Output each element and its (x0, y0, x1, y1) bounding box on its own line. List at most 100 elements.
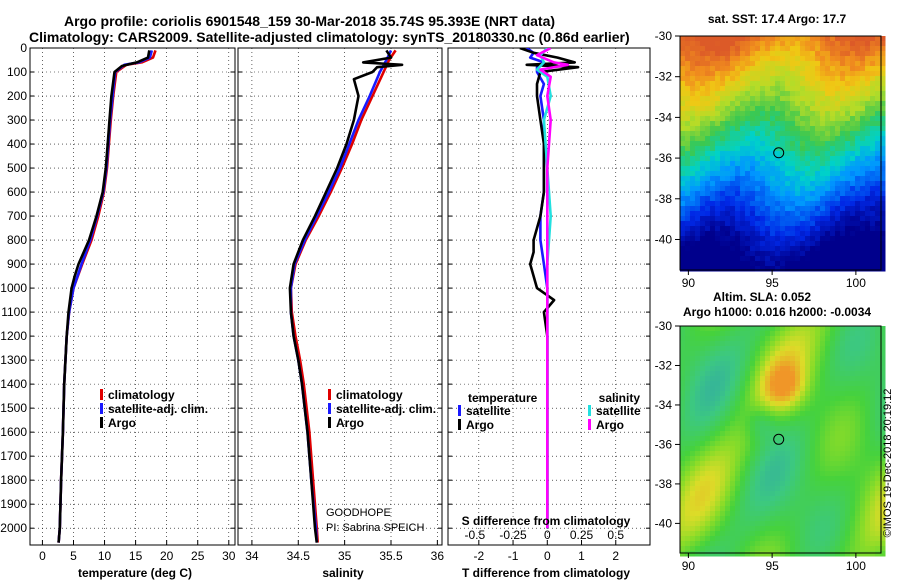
map-cell (680, 541, 686, 547)
map-cell (835, 511, 841, 517)
map-cell (880, 431, 886, 437)
map-cell (780, 126, 786, 132)
map-cell (825, 241, 831, 247)
y-tick-label: 1800 (0, 473, 27, 487)
map-cell (760, 231, 766, 237)
map-cell (725, 76, 731, 82)
map-cell (800, 331, 806, 337)
map-cell (770, 261, 776, 267)
map-cell (735, 461, 741, 467)
map-cell (825, 536, 831, 542)
map-cell (780, 131, 786, 137)
map-cell (725, 366, 731, 372)
map-cell (820, 121, 826, 127)
map-cell (710, 366, 716, 372)
map-cell (825, 486, 831, 492)
map-cell (730, 481, 736, 487)
map-cell (870, 511, 876, 517)
map-cell (875, 411, 881, 417)
map-cell (820, 466, 826, 472)
map-cell (800, 386, 806, 392)
map-cell (835, 451, 841, 457)
map-cell (745, 76, 751, 82)
map-cell (740, 371, 746, 377)
map-cell (735, 151, 741, 157)
map-cell (840, 36, 846, 42)
legend-swatch (100, 417, 103, 428)
map-cell (770, 96, 776, 102)
map-cell (725, 546, 731, 552)
map-cell (680, 201, 686, 207)
map-cell (745, 526, 751, 532)
map-cell (835, 391, 841, 397)
map-cell (860, 551, 866, 557)
map-cell (785, 261, 791, 267)
map-cell (775, 411, 781, 417)
map-cell (790, 421, 796, 427)
map-cell (775, 116, 781, 122)
map-cell (750, 336, 756, 342)
map-cell (865, 526, 871, 532)
map-cell (810, 111, 816, 117)
map-cell (785, 431, 791, 437)
map-cell (790, 496, 796, 502)
map-cell (805, 356, 811, 362)
map-cell (755, 401, 761, 407)
map-cell (825, 121, 831, 127)
map-cell (705, 431, 711, 437)
map-cell (860, 361, 866, 367)
map-cell (845, 331, 851, 337)
map-cell (830, 76, 836, 82)
map-cell (785, 51, 791, 57)
map-cell (795, 351, 801, 357)
map-cell (745, 151, 751, 157)
map-cell (830, 261, 836, 267)
map-cell (870, 476, 876, 482)
map-cell (745, 56, 751, 62)
map-cell (800, 526, 806, 532)
map-cell (740, 41, 746, 47)
map-cell (710, 186, 716, 192)
map-cell (720, 71, 726, 77)
map-cell (785, 476, 791, 482)
map-cell (810, 136, 816, 142)
map-cell (745, 366, 751, 372)
map-cell (860, 461, 866, 467)
map-cell (745, 436, 751, 442)
map-cell (835, 531, 841, 537)
map-cell (805, 431, 811, 437)
map-cell (860, 121, 866, 127)
map-cell (700, 236, 706, 242)
map-cell (815, 141, 821, 147)
map-cell (810, 521, 816, 527)
map-cell (790, 451, 796, 457)
map-cell (860, 91, 866, 97)
map-cell (695, 221, 701, 227)
map-cell (760, 486, 766, 492)
map-cell (760, 391, 766, 397)
legend-swatch (458, 419, 461, 430)
map-cell (695, 91, 701, 97)
map-cell (805, 56, 811, 62)
map-cell (820, 256, 826, 262)
map-cell (815, 51, 821, 57)
map-cell (765, 376, 771, 382)
map-cell (725, 516, 731, 522)
map-cell (690, 356, 696, 362)
map-cell (700, 81, 706, 87)
map-cell (780, 66, 786, 72)
map-cell (705, 491, 711, 497)
map-cell (835, 366, 841, 372)
map-cell (690, 126, 696, 132)
map-cell (855, 201, 861, 207)
map-cell (845, 121, 851, 127)
map-cell (805, 116, 811, 122)
map-cell (880, 111, 886, 117)
map-cell (855, 136, 861, 142)
map-cell (810, 71, 816, 77)
map-cell (795, 386, 801, 392)
map-cell (870, 341, 876, 347)
map-cell (825, 371, 831, 377)
map-cell (750, 56, 756, 62)
map-cell (850, 406, 856, 412)
